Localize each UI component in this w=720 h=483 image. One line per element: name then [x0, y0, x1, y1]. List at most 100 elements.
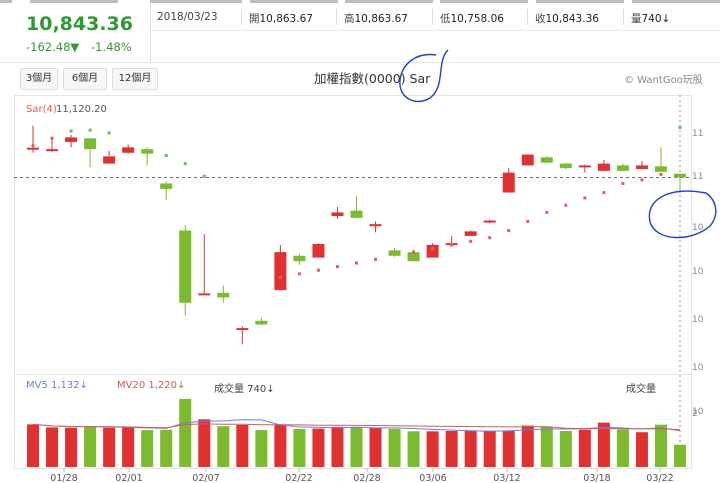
volume-bar: [84, 426, 97, 467]
sar-dot: [621, 181, 625, 185]
high-label: 高: [344, 13, 355, 25]
open-label: 開: [249, 13, 260, 25]
top-tab-segment: [250, 0, 338, 3]
volume-bar: [464, 431, 477, 467]
sar-dot: [374, 257, 378, 261]
last-price: 10,843.36: [26, 13, 133, 35]
sar-dot: [488, 236, 492, 240]
y-tick-label: 11: [692, 129, 703, 139]
high-number: 10,863.67: [354, 13, 408, 25]
volume-panel-frame: [14, 374, 692, 469]
candle-body: [27, 147, 39, 150]
x-tick-label: 03/06: [419, 473, 446, 483]
candle-body: [198, 293, 211, 296]
x-tick-label: 02/01: [115, 473, 142, 483]
annotation-circle-last: [648, 190, 717, 239]
sar-dot: [640, 178, 644, 182]
high-value: 高10,863.67: [336, 9, 408, 26]
top-tab-segment: [30, 0, 118, 3]
top-tab-segment: [345, 0, 433, 3]
volume-bar: [65, 427, 78, 467]
mv20-label: MV20 1,220↓: [117, 380, 186, 391]
low-label: 低: [440, 13, 451, 25]
sar-dot: [202, 174, 206, 178]
mv20-line: [32, 423, 681, 431]
candle-body: [407, 252, 420, 262]
candle-body: [426, 244, 439, 258]
candle-body: [122, 147, 135, 153]
close-number: 10,843.36: [545, 13, 599, 25]
candle-body: [217, 292, 230, 298]
volume-bar: [103, 427, 116, 467]
volume-bar: [388, 428, 401, 467]
price-panel-frame: [14, 95, 692, 375]
volume-bar: [122, 427, 135, 467]
sar-dot: [278, 275, 282, 279]
sar-indicator-name: Sar(4): [26, 104, 57, 115]
sar-dot: [602, 191, 606, 195]
range-12m-button[interactable]: 12個月: [112, 68, 158, 90]
volume-bar: [559, 431, 572, 467]
volume-number: 740↓: [641, 13, 671, 25]
range-3m-button[interactable]: 3個月: [20, 68, 58, 90]
volume-bar: [236, 425, 249, 467]
top-tab-segment: [0, 0, 12, 3]
candle-body: [255, 320, 268, 325]
sar-dot: [31, 144, 35, 148]
sar-dot: [50, 136, 54, 140]
volume-bar: [616, 429, 629, 467]
candle-body: [674, 173, 686, 178]
volume-bar: [540, 427, 553, 467]
sar-dot: [164, 153, 168, 157]
volume-bar: [635, 432, 648, 467]
low-number: 10,758.06: [450, 13, 504, 25]
y-tick-label: 10: [692, 223, 704, 233]
candle-body: [179, 230, 192, 303]
volume-bar: [350, 427, 363, 467]
candle-body: [483, 220, 496, 223]
candle-body: [141, 149, 154, 154]
sar-dot: [583, 196, 587, 200]
range-6m-button[interactable]: 6個月: [63, 68, 107, 90]
sar-indicator-value: 11,120.20: [56, 104, 107, 115]
candle-body: [65, 137, 78, 142]
sar-dot: [678, 125, 682, 129]
candle-body: [293, 255, 306, 262]
candle-body: [160, 183, 173, 189]
candle-body: [502, 172, 515, 193]
candle-body: [521, 154, 534, 166]
sar-dot: [316, 268, 320, 272]
quote-date-text: 2018/03/23: [157, 11, 218, 23]
candle-body: [274, 252, 287, 291]
candle-body: [654, 166, 667, 172]
y-tick-label: 10: [692, 315, 704, 325]
volume-y-tick-label: 2: [692, 409, 698, 419]
volume-value: 量740↓: [623, 9, 671, 26]
candle-body: [540, 157, 553, 163]
volume-bar: [407, 431, 420, 467]
volume-label: 量: [631, 13, 642, 25]
candle-body: [464, 231, 477, 236]
header-divider: [150, 30, 720, 31]
volume-bar: [160, 429, 173, 467]
top-tab-segment: [440, 0, 528, 3]
volume-bar: [141, 430, 154, 467]
volume-bar: [578, 429, 591, 467]
volume-legend-label: 成交量 740↓: [214, 384, 275, 395]
x-tick-label: 01/28: [50, 473, 77, 483]
candle-body: [597, 163, 610, 171]
sar-dot: [507, 228, 511, 232]
y-tick-label: 10: [692, 363, 704, 373]
sar-dot: [88, 128, 92, 132]
sar-dot: [355, 261, 358, 265]
y-tick-label: 10: [692, 267, 704, 277]
candle-body: [84, 138, 97, 150]
volume-bar: [502, 430, 515, 467]
sar-dot: [412, 250, 416, 254]
volume-bar: [674, 444, 686, 467]
close-label: 收: [535, 13, 546, 25]
volume-bar: [483, 431, 496, 467]
candle-body: [616, 165, 629, 171]
x-tick-label: 02/28: [353, 473, 380, 483]
